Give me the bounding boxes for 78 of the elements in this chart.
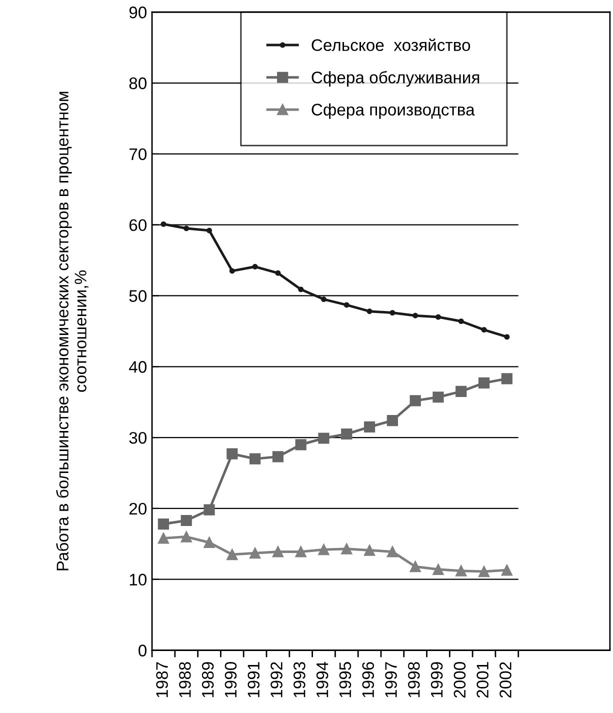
point [158, 532, 170, 544]
x-tick-label: 1988 [179, 662, 191, 698]
x-tick-label: 1994 [316, 662, 328, 698]
point [501, 564, 512, 576]
y-tick-label: 40 [129, 361, 147, 373]
x-tick-label: 1998 [408, 662, 420, 698]
x-tick-label: 1990 [224, 662, 237, 698]
point [204, 504, 215, 516]
point [456, 386, 467, 398]
y-axis-title: Работа в большинстве экономических секторов в процентном соотношении,% [56, 92, 88, 570]
point [226, 448, 238, 460]
x-tick-label: 2002 [500, 662, 512, 698]
point [435, 314, 441, 320]
point [504, 334, 510, 340]
point [458, 318, 464, 324]
point [410, 561, 421, 572]
x-tick-label: 1987 [156, 662, 168, 698]
point [250, 548, 261, 559]
point [366, 308, 372, 314]
y-tick-label: 60 [129, 219, 147, 232]
legend-label: Сфера производства [312, 103, 475, 119]
point [410, 395, 421, 406]
point [229, 268, 235, 274]
x-tick-label: 1993 [294, 662, 306, 698]
x-tick-label: 1989 [202, 662, 214, 698]
point [180, 531, 192, 542]
point [184, 226, 190, 232]
point [160, 221, 166, 227]
y-tick-label: 70 [129, 148, 147, 160]
point [158, 518, 170, 530]
point [204, 536, 215, 548]
x-tick-label: 1995 [339, 662, 352, 698]
legend-label: Сфера обслуживания [312, 70, 480, 87]
y-tick-label: 20 [129, 502, 147, 515]
point [390, 310, 396, 316]
point [272, 451, 284, 462]
point [272, 546, 284, 558]
point [320, 296, 327, 302]
point [364, 544, 376, 556]
point [206, 228, 212, 234]
x-tick-label: 1996 [362, 662, 374, 698]
x-tick-label: 1999 [430, 662, 443, 698]
point [318, 544, 330, 556]
point [481, 326, 487, 333]
point [478, 377, 490, 389]
y-tick-label: 10 [130, 574, 147, 586]
point [318, 432, 330, 444]
point [180, 514, 192, 526]
point [295, 439, 306, 450]
point [478, 566, 490, 578]
point [432, 564, 444, 575]
point [432, 392, 444, 403]
point [386, 414, 398, 426]
point [412, 312, 418, 318]
point [252, 264, 258, 270]
point [501, 373, 512, 384]
point [386, 546, 398, 558]
point [250, 453, 261, 464]
point [295, 546, 306, 558]
point [298, 286, 304, 292]
x-tick-label: 1992 [270, 662, 282, 698]
x-tick-label: 2001 [476, 662, 488, 698]
y-tick-label: 90 [129, 6, 147, 18]
x-tick-label: 1997 [385, 662, 397, 698]
x-tick-label: 1991 [248, 662, 260, 698]
point [275, 270, 281, 276]
point [456, 565, 467, 576]
point [226, 548, 238, 560]
point [341, 543, 352, 554]
legend-label: Сельское хозяйство [312, 38, 470, 52]
point [344, 302, 350, 308]
y-tick-label: 30 [129, 432, 147, 444]
point [364, 421, 376, 432]
y-tick-label: 0 [138, 644, 147, 656]
y-tick-label: 50 [129, 290, 147, 302]
point [341, 428, 352, 440]
x-tick-label: 2000 [454, 662, 466, 698]
y-tick-label: 80 [129, 77, 147, 90]
